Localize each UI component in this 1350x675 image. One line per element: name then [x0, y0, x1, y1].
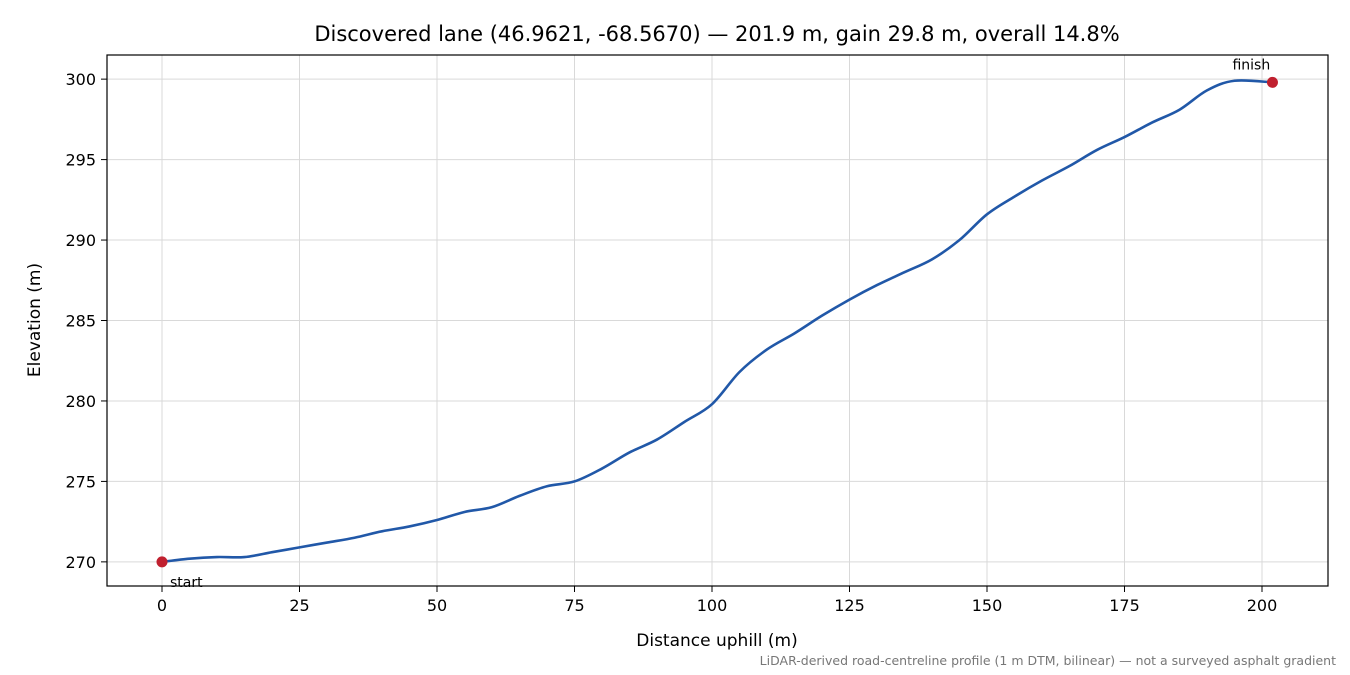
x-tick-label: 50	[427, 596, 447, 615]
x-tick-label: 25	[289, 596, 309, 615]
start-label: start	[170, 575, 203, 591]
y-tick-label: 295	[65, 151, 96, 170]
footnote: LiDAR-derived road-centreline profile (1…	[760, 653, 1336, 668]
axis-ticks: 0 25 50 75 100 125 150 175 200 270 275 280 285 290 295…	[65, 70, 1277, 615]
x-tick-label: 0	[157, 596, 167, 615]
plot-frame	[106, 54, 1329, 587]
finish-marker	[1266, 76, 1278, 88]
y-axis-label: Elevation (m)	[25, 263, 45, 377]
finish-label: finish	[1232, 57, 1270, 73]
marker-layer: start finish	[156, 57, 1278, 591]
y-tick-label: 275	[65, 472, 96, 491]
x-tick-label: 100	[697, 596, 728, 615]
start-marker	[156, 556, 168, 568]
x-axis-label: Distance uphill (m)	[636, 631, 797, 651]
series-layer	[160, 79, 1274, 564]
x-tick-label: 75	[564, 596, 584, 615]
y-tick-label: 290	[65, 231, 96, 250]
x-tick-label: 150	[972, 596, 1003, 615]
gridlines	[107, 55, 1328, 586]
chart-title: Discovered lane (46.9621, -68.5670) — 20…	[314, 22, 1119, 46]
x-tick-label: 175	[1109, 596, 1140, 615]
y-tick-label: 280	[65, 392, 96, 411]
x-tick-label: 200	[1247, 596, 1278, 615]
x-tick-label: 125	[834, 596, 865, 615]
y-tick-label: 285	[65, 312, 96, 331]
y-tick-label: 270	[65, 553, 96, 572]
y-tick-label: 300	[65, 70, 96, 89]
elevation-series-line	[160, 79, 1274, 564]
